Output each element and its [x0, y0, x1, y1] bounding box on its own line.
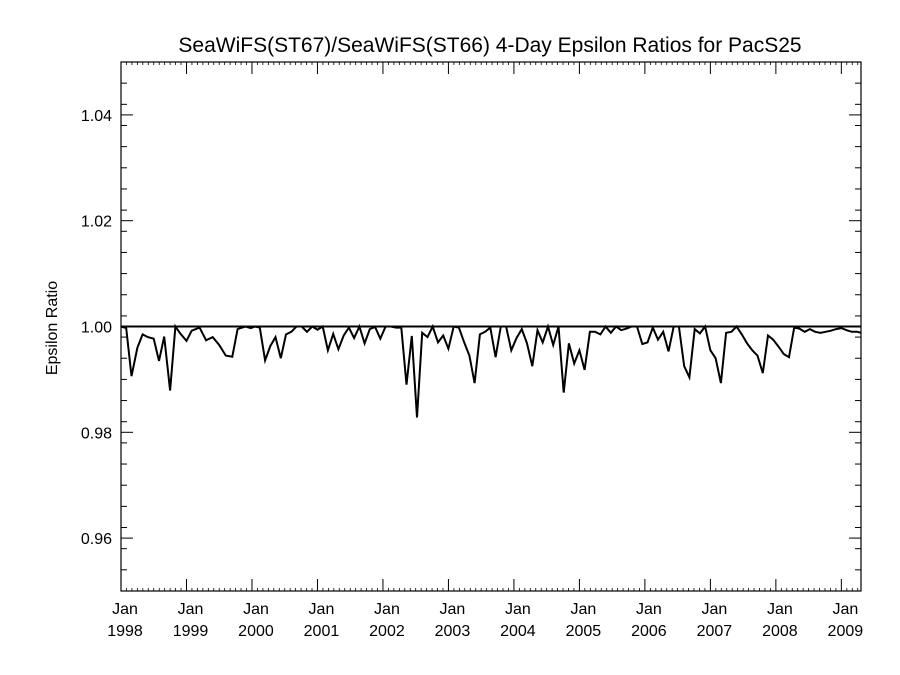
- plot-series: [120, 323, 862, 418]
- plot-axes: 0.96 0.98 1.00 1.02 1.04 Jan 1998 Jan 1999 Jan 200…: [81, 61, 864, 640]
- y-tick-label: 1.00: [81, 320, 112, 337]
- y-tick-label: 1.04: [81, 108, 112, 125]
- x-tick-month-label: Jan: [374, 601, 400, 618]
- x-tick-year-label: 2000: [238, 623, 274, 640]
- x-tick-month-label: Jan: [178, 601, 204, 618]
- x-tick-month-label: Jan: [571, 601, 597, 618]
- x-tick-month-label: Jan: [243, 601, 269, 618]
- chart-title: SeaWiFS(ST67)/SeaWiFS(ST66) 4-Day Epsilo…: [178, 34, 801, 57]
- x-tick-year-label: 2005: [566, 623, 602, 640]
- y-axis-label: Epsilon Ratio: [44, 281, 61, 375]
- x-tick-month-label: Jan: [505, 601, 531, 618]
- x-tick-year-label: 1999: [173, 623, 209, 640]
- x-tick-year-label: 2002: [369, 623, 405, 640]
- x-tick-month-label: Jan: [832, 601, 858, 618]
- x-tick-month-label: Jan: [636, 601, 662, 618]
- y-tick-label: 1.02: [81, 214, 112, 231]
- x-tick-year-label: 2003: [435, 623, 471, 640]
- x-tick-month-label: Jan: [701, 601, 727, 618]
- x-tick-month-label: Jan: [112, 601, 138, 618]
- x-tick-month-label: Jan: [767, 601, 793, 618]
- epsilon-ratio-series-line: [120, 323, 862, 418]
- x-tick-year-label: 2004: [500, 623, 536, 640]
- x-tick-year-label: 2006: [631, 623, 667, 640]
- y-tick-label: 0.98: [81, 425, 112, 442]
- x-tick-month-label: Jan: [309, 601, 335, 618]
- x-tick-year-label: 2009: [828, 623, 864, 640]
- y-tick-label: 0.96: [81, 531, 112, 548]
- x-tick-year-label: 2008: [762, 623, 798, 640]
- x-tick-year-label: 2001: [304, 623, 340, 640]
- x-tick-year-label: 1998: [107, 623, 143, 640]
- x-tick-year-label: 2007: [697, 623, 733, 640]
- x-tick-month-label: Jan: [440, 601, 466, 618]
